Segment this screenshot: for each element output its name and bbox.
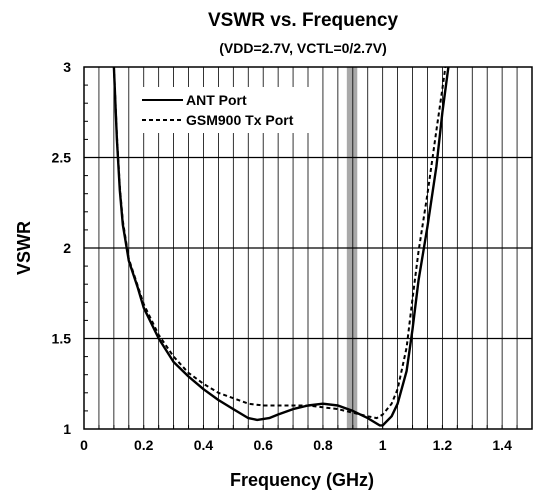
series-layer xyxy=(112,66,450,427)
x-tick-label: 0.2 xyxy=(134,437,154,453)
y-tick-label: 2 xyxy=(63,240,71,256)
x-tick-label: 0 xyxy=(80,437,88,453)
x-tick-label: 1 xyxy=(379,437,387,453)
tick-label-layer: 0 0.2 0.4 0.6 0.8 1 1.2 1.4 1 1.5 2 2.5 3 xyxy=(52,59,513,453)
x-tick-label: 0.8 xyxy=(313,437,333,453)
legend-label-gsm900-tx-port: GSM900 Tx Port xyxy=(186,112,294,128)
y-tick-label: 1 xyxy=(63,421,71,437)
y-axis-label: VSWR xyxy=(14,221,34,275)
x-tick-label: 0.6 xyxy=(253,437,273,453)
chart-title: VSWR vs. Frequency xyxy=(208,10,398,31)
y-tick-label: 1.5 xyxy=(52,331,72,347)
legend-background xyxy=(140,87,320,133)
legend: ANT Port GSM900 Tx Port xyxy=(140,87,320,133)
axis-layer xyxy=(83,66,533,430)
chart-subtitle: (VDD=2.7V, VCTL=0/2.7V) xyxy=(219,40,387,56)
legend-label-ant-port: ANT Port xyxy=(186,92,247,108)
y-tick-label: 3 xyxy=(63,59,71,75)
series-line-gsm900-tx-port xyxy=(112,66,447,420)
x-tick-label: 1.2 xyxy=(433,437,453,453)
x-tick-label: 1.4 xyxy=(492,437,512,453)
y-tick-label: 2.5 xyxy=(52,150,72,166)
x-tick-label: 0.4 xyxy=(194,437,214,453)
x-axis-label: Frequency (GHz) xyxy=(230,470,374,490)
